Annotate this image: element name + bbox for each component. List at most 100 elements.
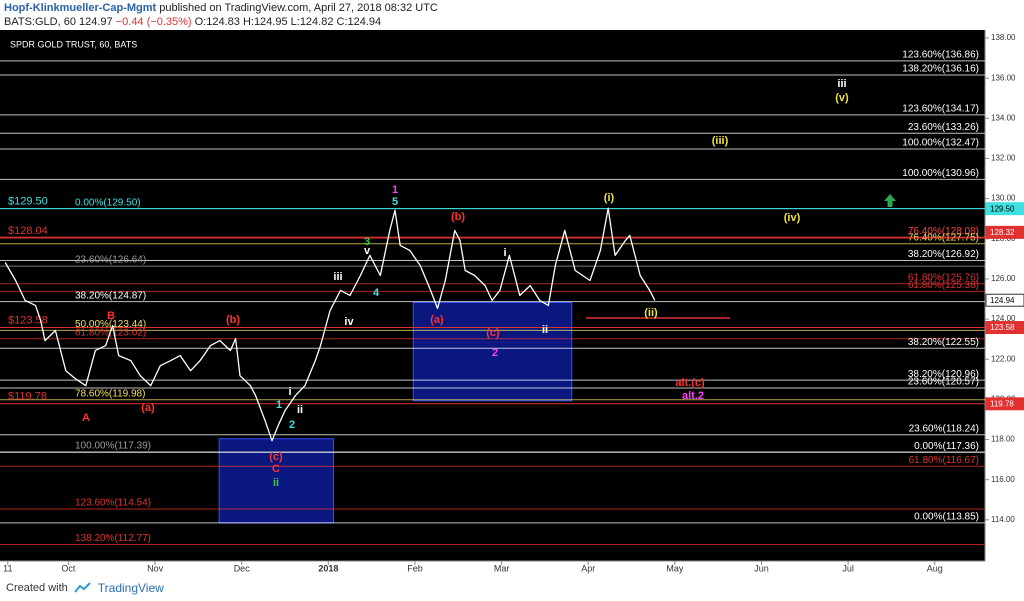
x-tick-label: Nov — [147, 563, 164, 573]
footer: Created with TradingView — [6, 581, 164, 595]
axis-marker-label: 123.58 — [990, 323, 1015, 332]
wave-label: 4 — [373, 287, 380, 299]
x-tick-label: Jun — [754, 563, 769, 573]
wave-label: 2 — [492, 347, 498, 359]
axis-marker-label: 128.32 — [990, 228, 1015, 237]
fib-level-label: 76.40%(128.08) — [908, 226, 979, 237]
x-tick-label: Jul — [842, 563, 854, 573]
wave-label: (ii) — [644, 307, 658, 319]
wave-label: iv — [344, 316, 354, 328]
wave-label: ii — [297, 404, 303, 416]
ohlc: O:124.83 H:124.95 L:124.82 C:124.94 — [194, 16, 382, 28]
price-line-series — [4, 207, 656, 442]
created-with: Created with — [6, 582, 68, 594]
header-line-2: BATS:GLD, 60 124.97 −0.44 (−0.35%) O:124… — [4, 15, 438, 29]
wave-label: (c) — [269, 451, 283, 463]
wave-label: (b) — [451, 211, 465, 223]
wave-label: (i) — [604, 192, 615, 204]
wave-label: 2 — [289, 419, 295, 431]
price-layer — [4, 207, 656, 442]
brand[interactable]: TradingView — [97, 581, 164, 595]
y-tick-label: 138.00 — [991, 33, 1016, 42]
chart-title: SPDR GOLD TRUST, 60, BATS — [10, 39, 137, 49]
wave-label: v — [364, 245, 371, 257]
y-tick-label: 124.00 — [991, 314, 1016, 323]
change: −0.44 (−0.35%) — [115, 16, 192, 28]
wave-label: 1 — [276, 399, 282, 411]
fib-level-label: 38.20%(124.87) — [75, 290, 146, 301]
fib-level-label: 23.60%(126.64) — [75, 255, 146, 266]
y-tick-label: 136.00 — [991, 73, 1016, 82]
fib-level-label: 23.60%(133.26) — [908, 122, 979, 133]
y-tick-label: 114.00 — [991, 515, 1015, 524]
axis-marker — [985, 397, 1024, 411]
fib-level-label: 0.00%(117.36) — [914, 441, 979, 452]
up-arrow-icon — [884, 194, 896, 207]
header: Hopf-Klinkmueller-Cap-Mgmt published on … — [4, 1, 438, 29]
y-tick-label: 126.00 — [991, 274, 1016, 283]
fib-level-label: 61.80%(125.38) — [908, 280, 979, 291]
tradingview-logo — [73, 582, 91, 593]
header-line-1: Hopf-Klinkmueller-Cap-Mgmt published on … — [4, 1, 438, 15]
wave-label: 1 — [392, 184, 398, 196]
axis-marker — [985, 202, 1024, 216]
axis-marker-label: 119.78 — [990, 399, 1014, 408]
wave-label: C — [272, 463, 280, 475]
last-price: 124.97 — [79, 16, 113, 28]
fib-level-label: 100.00%(130.96) — [902, 168, 979, 179]
axis-marker — [985, 321, 1024, 335]
y-tick-label: 118.00 — [991, 435, 1015, 444]
price-line-label: $129.50 — [8, 196, 48, 208]
wave-label: (v) — [835, 92, 849, 104]
published: published on TradingView.com, April 27, … — [159, 2, 438, 14]
wave-label: alt.(c) — [675, 377, 705, 389]
wave-label: B — [107, 310, 115, 322]
fib-level-label: 23.60%(120.57) — [908, 377, 979, 388]
wave-label: alt.2 — [682, 390, 704, 402]
y-tick-label: 116.00 — [991, 475, 1015, 484]
y-tick-label: 134.00 — [991, 113, 1016, 122]
fib-level-label: 61.80%(125.76) — [908, 272, 979, 283]
x-tick-label: Apr — [581, 563, 595, 573]
fib-level-label: 78.60%(119.98) — [75, 388, 145, 399]
y-tick-label: 130.00 — [991, 194, 1016, 203]
x-tick-label: Dec — [234, 563, 251, 573]
x-tick-label: 11 — [3, 563, 12, 573]
wave-label: (iv) — [784, 212, 801, 224]
wave-label: i — [503, 247, 506, 259]
plot-background — [0, 30, 985, 561]
fib-level-label: 23.60%(118.24) — [909, 423, 979, 434]
fib-level-label: 123.60%(114.54) — [75, 498, 151, 509]
price-line-label: $119.78 — [8, 391, 47, 403]
x-tick-label: Feb — [407, 563, 423, 573]
fib-level-label: 0.00%(129.50) — [75, 197, 141, 208]
symbol: BATS:GLD, 60 — [4, 16, 76, 28]
fib-level-label: 100.00%(117.39) — [75, 440, 151, 451]
axis-marker — [985, 225, 1024, 239]
x-tick-label: May — [666, 563, 684, 573]
wave-label: A — [82, 412, 90, 424]
fib-level-label: 0.00%(113.85) — [914, 511, 979, 522]
fib-level-label: 50.00%(123.44) — [75, 319, 146, 330]
x-tick-label: 2018 — [318, 563, 338, 573]
fib-level-label: 61.80%(116.67) — [909, 455, 979, 466]
wave-label: iii — [333, 271, 342, 283]
y-tick-label: 122.00 — [991, 354, 1016, 363]
wave-label: (a) — [141, 402, 155, 414]
fib-level-label: 123.60%(134.17) — [902, 104, 979, 115]
fib-level-label: 138.20%(112.77) — [75, 533, 151, 544]
author[interactable]: Hopf-Klinkmueller-Cap-Mgmt — [4, 2, 157, 14]
fib-level-label: 38.20%(126.92) — [908, 249, 979, 260]
wave-label: (b) — [226, 314, 240, 326]
wave-label: iii — [837, 78, 846, 90]
x-tick-label: Mar — [494, 563, 510, 573]
fib-level-label: 123.60%(136.86) — [902, 50, 979, 61]
x-tick-label: Aug — [927, 563, 943, 573]
fib-level-label: 38.20%(122.55) — [908, 337, 979, 348]
y-tick-label: 132.00 — [991, 154, 1016, 163]
x-tick-label: Oct — [61, 563, 76, 573]
fib-level-label: 38.20%(120.96) — [908, 369, 979, 380]
annotations: 153viii4iv(b)(a)(c)2iii(i)(ii)(iv)(iii)i… — [82, 78, 849, 489]
